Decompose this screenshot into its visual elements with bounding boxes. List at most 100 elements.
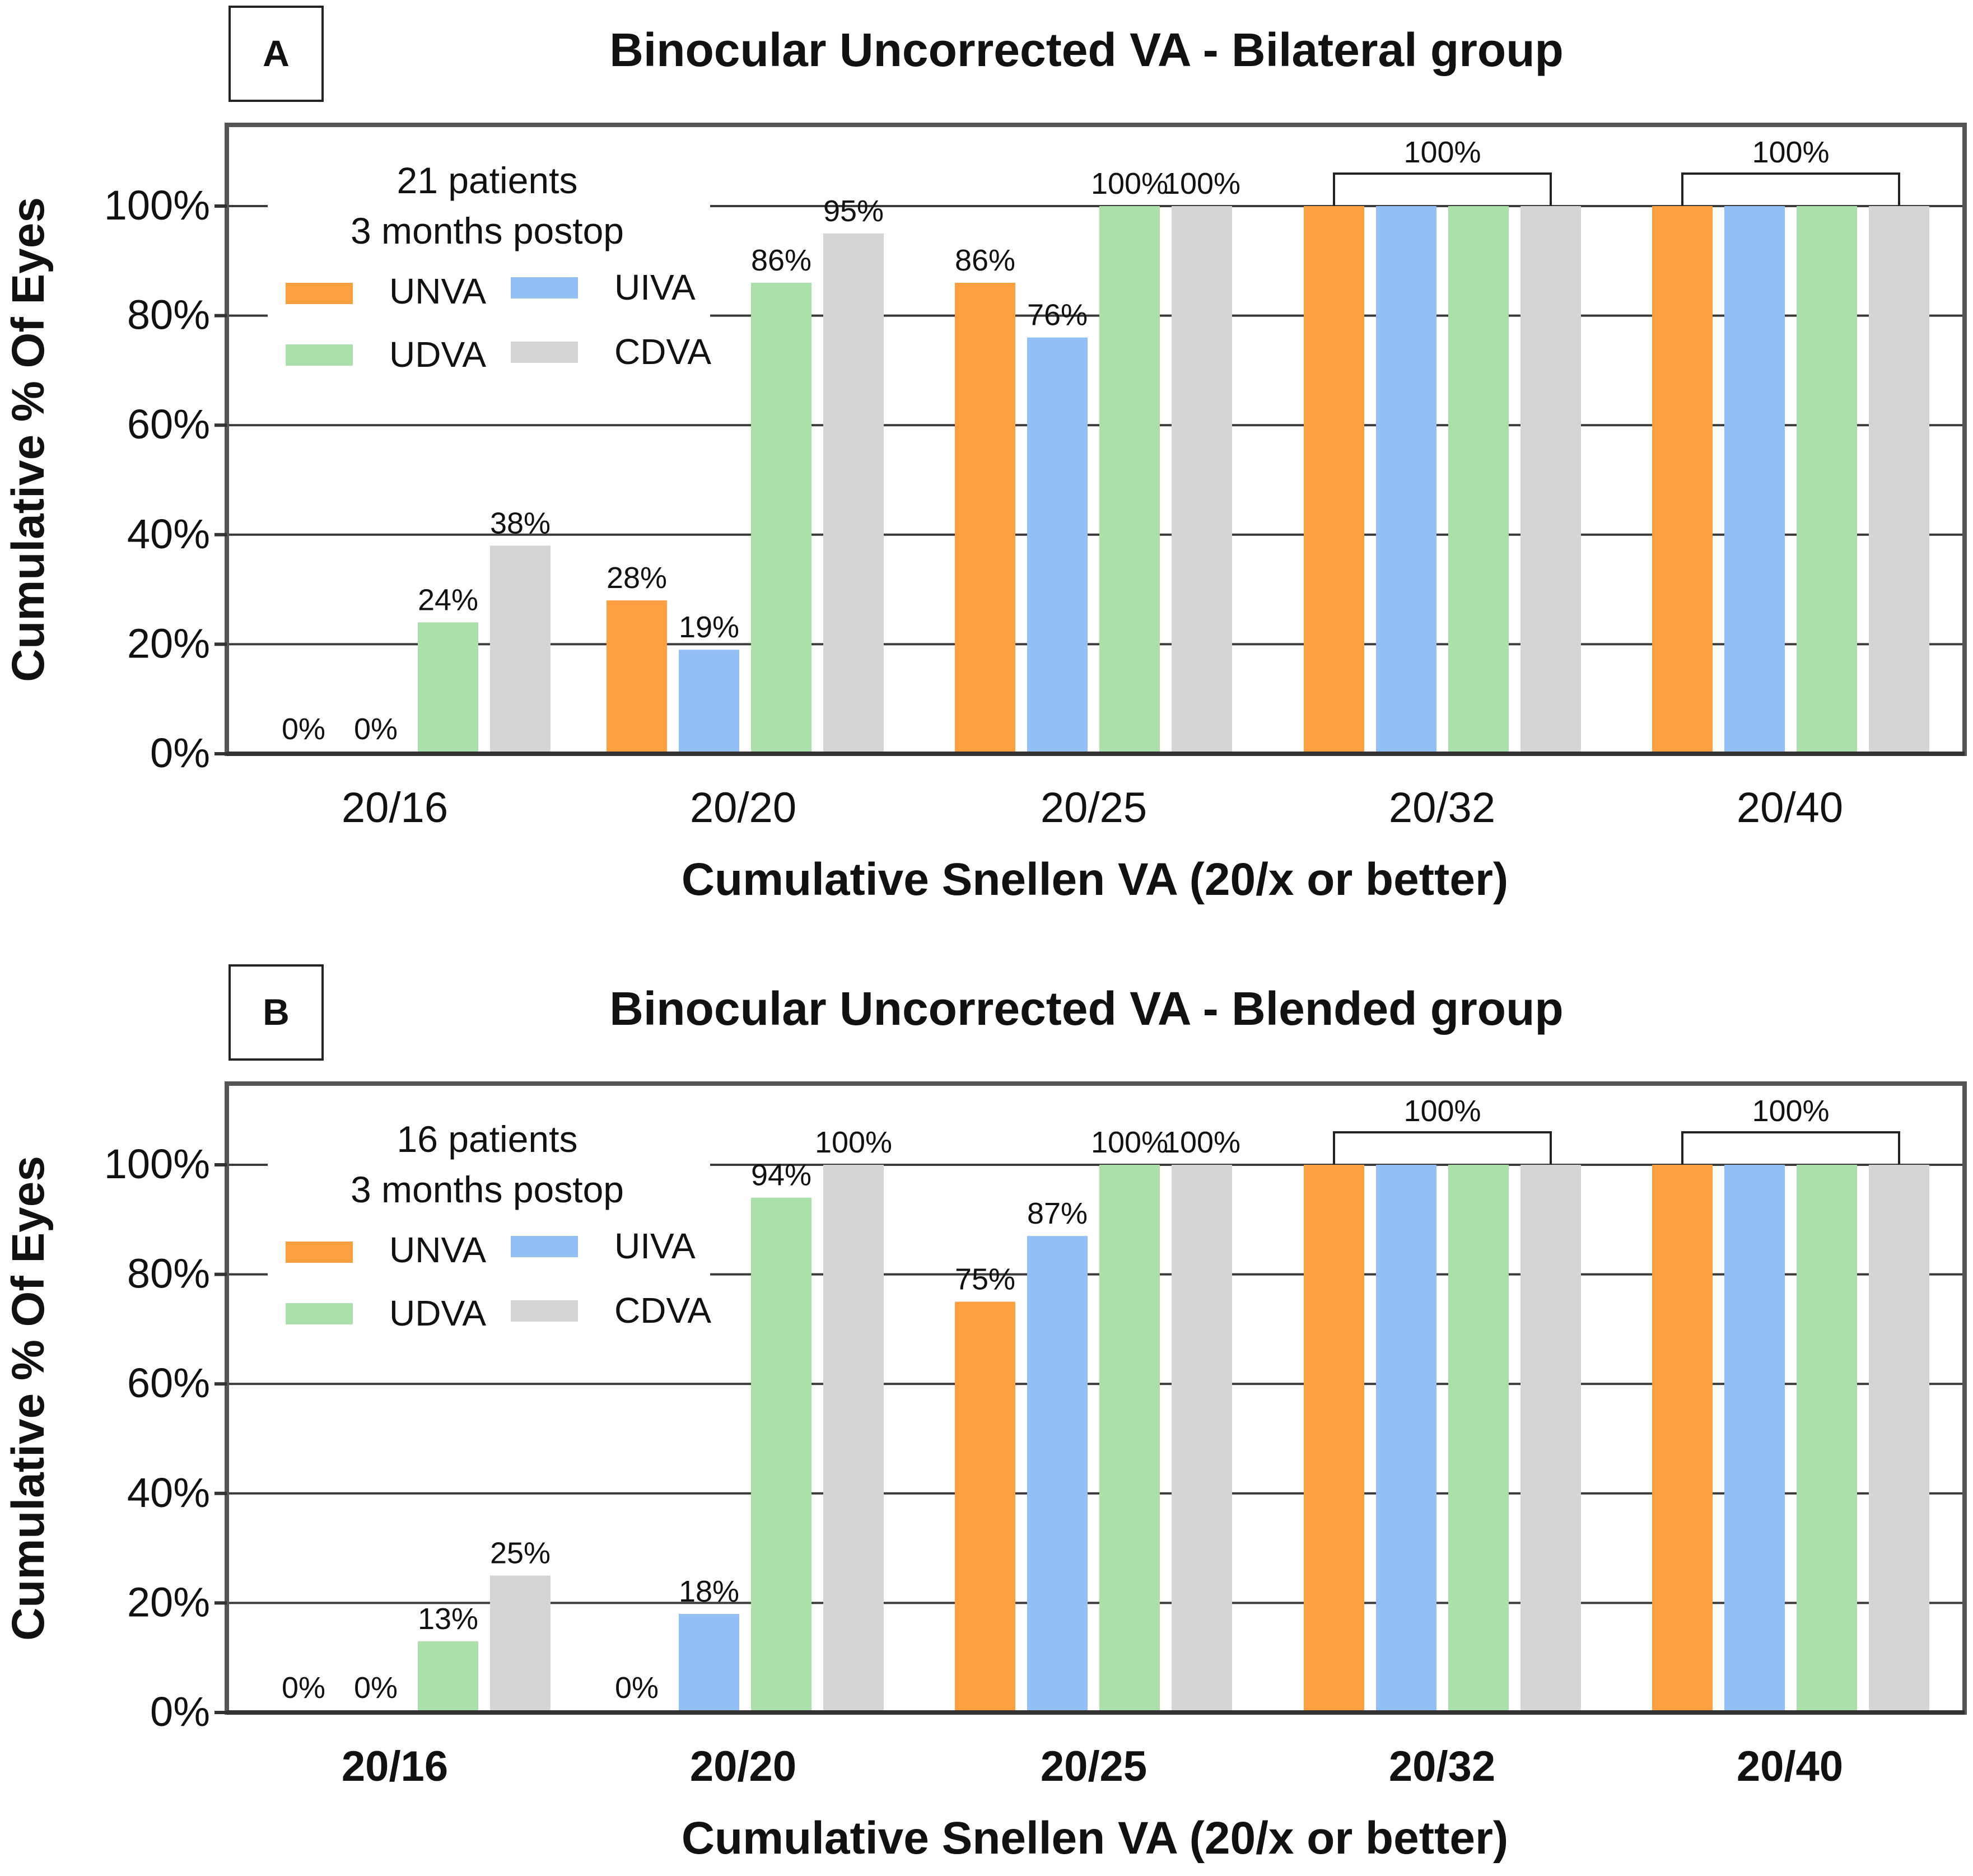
data-label: 0% xyxy=(354,712,398,746)
bar-unva xyxy=(1304,1165,1364,1712)
legend-label-uiva: UIVA xyxy=(614,267,696,307)
data-label: 100% xyxy=(1163,167,1240,200)
bar-uiva xyxy=(679,650,739,754)
data-label: 0% xyxy=(615,1671,659,1705)
data-label: 0% xyxy=(354,1671,398,1705)
bracket xyxy=(1681,1131,1900,1165)
bar-udva xyxy=(418,1641,478,1712)
x-tick-label: 20/16 xyxy=(342,1743,448,1790)
legend-swatch-udva xyxy=(286,344,353,366)
legend-label-uiva: UIVA xyxy=(614,1226,696,1266)
data-label: 95% xyxy=(823,194,884,228)
panel-b: B Binocular Uncorrected VA - Blended grou… xyxy=(3,964,1967,1864)
x-tick-label: 20/40 xyxy=(1737,1743,1843,1790)
bracket xyxy=(1333,1131,1552,1165)
bar-uiva xyxy=(1027,1236,1088,1712)
bar-unva xyxy=(607,600,667,754)
bar-uiva xyxy=(1027,337,1088,754)
bracket xyxy=(1333,172,1552,206)
bar-unva xyxy=(1652,1165,1713,1712)
bar-unva xyxy=(1652,206,1713,754)
bar-unva xyxy=(955,1301,1015,1712)
legend-background xyxy=(268,148,710,381)
bar-cdva xyxy=(1172,206,1232,754)
bar-cdva xyxy=(1520,1165,1581,1712)
x-tick-label: 20/32 xyxy=(1389,784,1495,832)
legend-swatch-uiva xyxy=(511,1236,578,1257)
data-label: 76% xyxy=(1027,298,1088,332)
x-tick-label: 20/20 xyxy=(690,784,796,832)
bar-cdva xyxy=(1869,206,1929,754)
legend-label-udva: UDVA xyxy=(389,334,486,375)
legend-swatch-cdva xyxy=(511,342,578,363)
data-label: 28% xyxy=(607,561,667,595)
chart-title: Binocular Uncorrected VA - Blended group xyxy=(609,982,1564,1035)
x-tick-label: 20/20 xyxy=(690,1743,796,1790)
bar-udva xyxy=(1797,206,1857,754)
y-tick-label: 20% xyxy=(127,1579,210,1625)
data-label: 19% xyxy=(679,610,739,644)
data-label: 75% xyxy=(955,1263,1015,1296)
y-tick-label: 20% xyxy=(127,620,210,666)
legend-swatch-unva xyxy=(286,1242,353,1263)
y-tick-label: 80% xyxy=(127,292,210,338)
y-axis-title: Cumulative % Of Eyes xyxy=(3,197,54,682)
legend-swatch-unva xyxy=(286,283,353,304)
data-label: 0% xyxy=(282,712,325,746)
panel-label: A xyxy=(263,32,290,74)
annotation-patients: 21 patients xyxy=(397,160,578,201)
y-tick-label: 0% xyxy=(150,730,210,776)
bar-uiva xyxy=(1376,206,1436,754)
bar-udva xyxy=(751,1197,811,1712)
legend-label-unva: UNVA xyxy=(389,1230,486,1270)
panel-label-box xyxy=(228,6,324,102)
x-tick-label: 20/25 xyxy=(1041,784,1147,832)
bar-unva xyxy=(1304,206,1364,754)
x-tick-label: 20/40 xyxy=(1737,784,1843,832)
y-tick-label: 40% xyxy=(127,1469,210,1516)
y-axis-title: Cumulative % Of Eyes xyxy=(3,1156,54,1641)
x-tick-label: 20/16 xyxy=(342,784,448,832)
y-tick-label: 100% xyxy=(104,182,210,228)
data-label: 100% xyxy=(1091,1126,1168,1159)
data-label: 0% xyxy=(282,1671,325,1705)
data-label: 18% xyxy=(679,1575,739,1608)
y-tick-label: 40% xyxy=(127,511,210,557)
bar-udva xyxy=(1797,1165,1857,1712)
bar-cdva xyxy=(1520,206,1581,754)
legend-background xyxy=(268,1107,710,1340)
data-label: 87% xyxy=(1027,1197,1088,1230)
data-label: 13% xyxy=(418,1602,478,1636)
bar-unva xyxy=(955,282,1015,754)
bar-udva xyxy=(418,622,478,754)
data-label: 86% xyxy=(751,244,811,277)
data-label: 38% xyxy=(490,506,551,540)
bar-udva xyxy=(1099,1165,1160,1712)
legend-swatch-cdva xyxy=(511,1300,578,1322)
data-label: 25% xyxy=(490,1537,551,1570)
bar-uiva xyxy=(1724,1165,1785,1712)
data-label: 100% xyxy=(815,1126,892,1159)
y-tick-label: 100% xyxy=(104,1141,210,1187)
x-tick-label: 20/25 xyxy=(1041,1743,1147,1790)
data-label: 100% xyxy=(1091,167,1168,200)
annotation-patients: 16 patients xyxy=(397,1118,578,1160)
data-label: 100% xyxy=(1163,1126,1240,1159)
data-label: 86% xyxy=(955,244,1015,277)
bar-udva xyxy=(1448,1165,1509,1712)
legend-label-cdva: CDVA xyxy=(614,1290,711,1331)
legend-swatch-uiva xyxy=(511,277,578,298)
bar-udva xyxy=(751,282,811,754)
y-tick-label: 0% xyxy=(150,1688,210,1735)
bar-cdva xyxy=(823,1165,884,1712)
y-tick-label: 60% xyxy=(127,401,210,447)
legend-label-cdva: CDVA xyxy=(614,332,711,372)
bar-cdva xyxy=(490,545,551,754)
panel-label-box xyxy=(228,964,324,1061)
bracket-label: 100% xyxy=(1752,1094,1829,1128)
panel-label: B xyxy=(263,991,290,1033)
y-tick-label: 60% xyxy=(127,1360,210,1406)
bar-uiva xyxy=(1724,206,1785,754)
bar-cdva xyxy=(823,233,884,754)
